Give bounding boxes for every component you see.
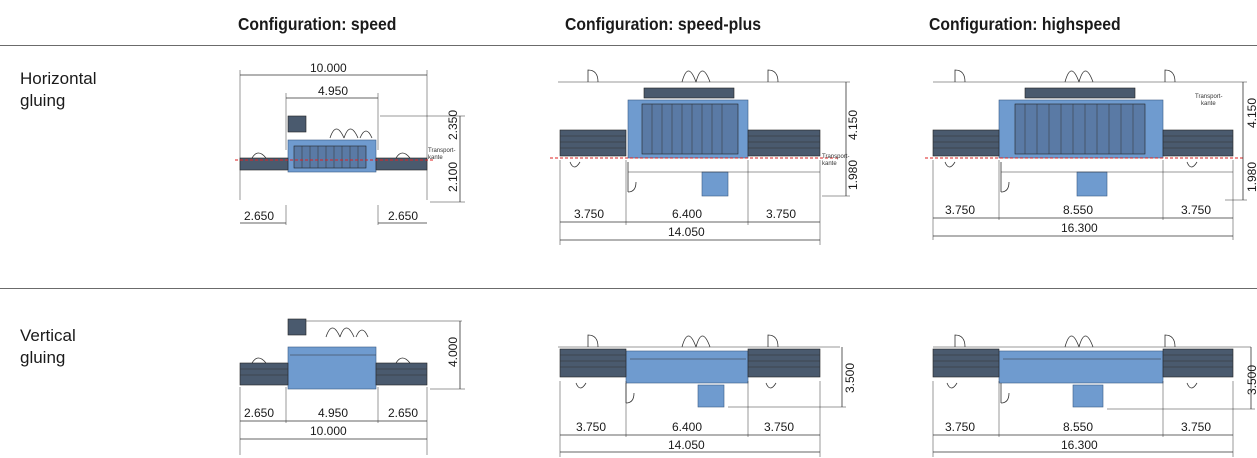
transport-label-h-speed: Transport- (428, 148, 455, 154)
dim-v-speed-right: 2.650 (388, 406, 418, 420)
dim-h-speed-plus-middle: 6.400 (672, 207, 702, 221)
dim-v-speed-total: 10.000 (310, 424, 347, 438)
header-rule (0, 45, 1257, 46)
svg-text:kante: kante (822, 161, 837, 167)
dim-h-speed-plus-height-top: 4.150 (846, 110, 860, 140)
row-label-horizontal: Horizontal gluing (20, 69, 97, 110)
dim-h-speed-plus-left: 3.750 (574, 207, 604, 221)
row-divider-rule (0, 288, 1257, 289)
dim-h-highspeed-height-bottom: 1.980 (1245, 162, 1257, 192)
dim-v-highspeed-middle: 8.550 (1063, 420, 1093, 434)
dim-v-speed-plus-total: 14.050 (668, 438, 705, 452)
dim-h-highspeed-left: 3.750 (945, 203, 975, 217)
drawing-horizontal-speed-plus: Transport- kante 4.150 1.980 3.750 6.400… (550, 69, 860, 245)
row-label-vertical: Vertical gluing (20, 326, 76, 367)
column-header-highspeed: Configuration: highspeed (929, 14, 1121, 34)
dim-v-speed-height: 4.000 (446, 337, 460, 367)
drawing-vertical-speed: 4.000 2.650 4.950 2.650 10.000 (239, 318, 465, 455)
column-header-speed-plus: Configuration: speed-plus (565, 14, 762, 34)
dim-v-speed-plus-left: 3.750 (576, 420, 606, 434)
dim-v-highspeed-total: 16.300 (1061, 438, 1098, 452)
dim-h-speed-middle: 4.950 (318, 84, 348, 98)
dim-v-speed-left: 2.650 (244, 406, 274, 420)
dim-v-highspeed-left: 3.750 (945, 420, 975, 434)
dim-v-highspeed-right: 3.750 (1181, 420, 1211, 434)
dim-h-speed-plus-right: 3.750 (766, 207, 796, 221)
svg-text:kante: kante (428, 155, 443, 161)
dim-v-speed-plus-height: 3.500 (843, 363, 857, 393)
dim-v-speed-plus-right: 3.750 (764, 420, 794, 434)
drawing-horizontal-highspeed: Transport- kante 4.150 1.980 3.750 8.550… (925, 69, 1257, 240)
dim-h-speed-height-top: 2.350 (446, 110, 460, 140)
dim-h-highspeed-middle: 8.550 (1063, 203, 1093, 217)
dim-h-speed-plus-total: 14.050 (668, 225, 705, 239)
transport-label-h-highspeed: Transport- (1195, 94, 1222, 100)
dim-h-speed-right: 2.650 (388, 209, 418, 223)
dim-h-speed-left: 2.650 (244, 209, 274, 223)
dim-h-speed-total: 10.000 (310, 61, 347, 75)
drawing-vertical-speed-plus: 3.500 3.750 6.400 3.750 14.050 (558, 334, 857, 457)
column-header-speed: Configuration: speed (238, 14, 397, 34)
dim-v-speed-middle: 4.950 (318, 406, 348, 420)
dim-h-speed-height-bottom: 2.100 (446, 162, 460, 192)
drawing-horizontal-speed: 10.000 4.950 Transport- kante 2.350 2.10… (235, 61, 465, 225)
dim-v-speed-plus-middle: 6.400 (672, 420, 702, 434)
dim-h-highspeed-height-top: 4.150 (1245, 98, 1257, 128)
transport-label-h-speed-plus: Transport- (822, 154, 849, 160)
dim-h-highspeed-total: 16.300 (1061, 221, 1098, 235)
drawing-vertical-highspeed: 3.500 3.750 8.550 3.750 16.300 (932, 334, 1257, 457)
svg-text:kante: kante (1201, 101, 1216, 107)
dim-h-speed-plus-height-bottom: 1.980 (846, 160, 860, 190)
dim-h-highspeed-right: 3.750 (1181, 203, 1211, 217)
dim-v-highspeed-height: 3.500 (1245, 365, 1257, 395)
